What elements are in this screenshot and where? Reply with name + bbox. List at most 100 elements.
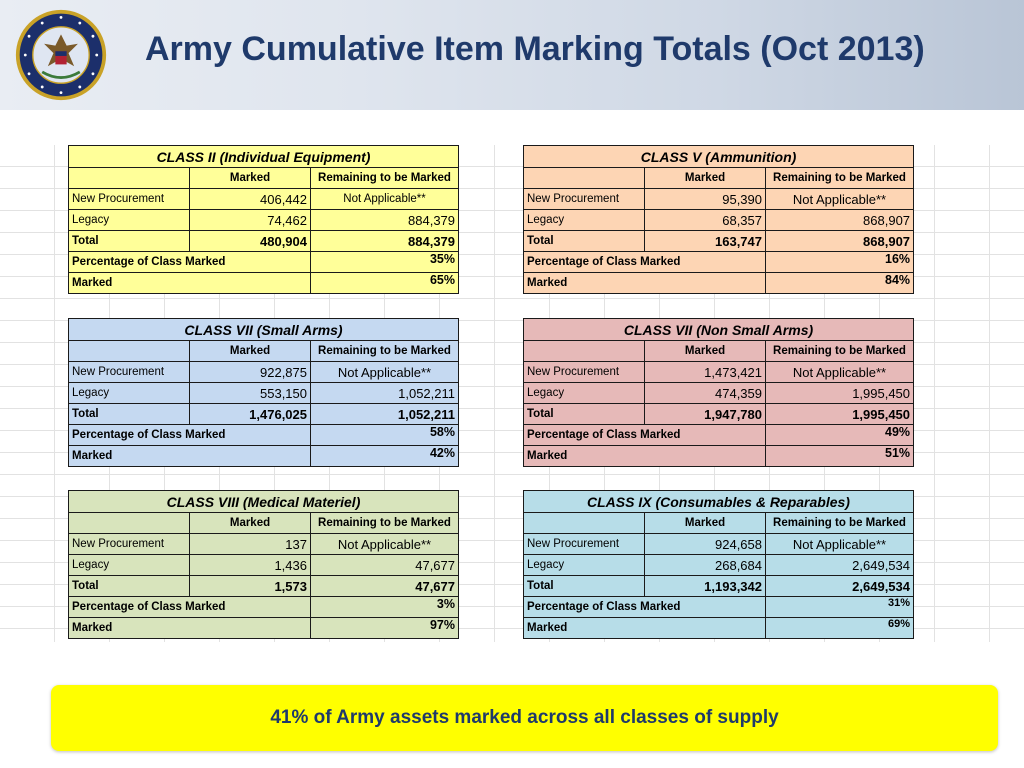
col-header-marked: Marked bbox=[644, 167, 766, 189]
summary-text: 41% of Army assets marked across all cla… bbox=[270, 707, 779, 728]
row-label-new-procurement: New Procurement bbox=[68, 533, 190, 555]
dod-seal-icon bbox=[15, 9, 107, 101]
legacy-marked-value: 474,359 bbox=[644, 382, 766, 404]
table-title: CLASS IX (Consumables & Reparables) bbox=[523, 490, 914, 513]
marked-percent-value: 69% bbox=[765, 617, 914, 639]
row-label-marked: Marked bbox=[523, 617, 766, 639]
legacy-marked-value: 268,684 bbox=[644, 554, 766, 576]
new-remaining-value: Not Applicable** bbox=[765, 533, 914, 555]
row-label-total: Total bbox=[523, 575, 645, 597]
row-label-marked: Marked bbox=[523, 272, 766, 294]
empty-cell bbox=[523, 512, 645, 534]
marked-percent-value: 84% bbox=[764, 272, 915, 294]
total-marked-value: 1,947,780 bbox=[644, 403, 766, 425]
row-label-marked: Marked bbox=[68, 272, 311, 294]
percentage-value: 31% bbox=[765, 596, 914, 618]
marked-percent-value: 65% bbox=[309, 272, 460, 294]
row-label-total: Total bbox=[523, 403, 645, 425]
percentage-value: 58% bbox=[310, 424, 459, 446]
legacy-remaining-value: 2,649,534 bbox=[765, 554, 914, 576]
row-label-legacy: Legacy bbox=[523, 382, 645, 404]
col-header-marked: Marked bbox=[644, 340, 766, 362]
summary-banner: 41% of Army assets marked across all cla… bbox=[51, 685, 998, 751]
marked-percent-value: 97% bbox=[310, 617, 459, 639]
percentage-value: 3% bbox=[310, 596, 459, 618]
row-label-percentage: Percentage of Class Marked bbox=[68, 251, 311, 273]
row-label-marked: Marked bbox=[523, 445, 766, 467]
legacy-marked-value: 74,462 bbox=[189, 209, 311, 231]
total-marked-value: 1,573 bbox=[189, 575, 311, 597]
row-label-total: Total bbox=[68, 403, 190, 425]
table-title: CLASS VII (Non Small Arms) bbox=[522, 318, 915, 341]
total-marked-value: 1,193,342 bbox=[644, 575, 766, 597]
row-label-percentage: Percentage of Class Marked bbox=[523, 596, 766, 618]
col-header-remaining: Remaining to be Marked bbox=[765, 512, 914, 534]
legacy-remaining-value: 868,907 bbox=[764, 209, 915, 231]
total-marked-value: 480,904 bbox=[189, 230, 311, 252]
row-label-new-procurement: New Procurement bbox=[523, 188, 645, 210]
row-label-total: Total bbox=[68, 230, 190, 252]
row-label-percentage: Percentage of Class Marked bbox=[523, 251, 766, 273]
row-label-legacy: Legacy bbox=[523, 554, 645, 576]
legacy-remaining-value: 47,677 bbox=[310, 554, 459, 576]
empty-cell bbox=[68, 167, 190, 189]
empty-cell bbox=[523, 167, 645, 189]
new-marked-value: 924,658 bbox=[644, 533, 766, 555]
row-label-marked: Marked bbox=[68, 617, 311, 639]
col-header-marked: Marked bbox=[644, 512, 766, 534]
total-remaining-value: 884,379 bbox=[309, 230, 460, 252]
new-marked-value: 406,442 bbox=[189, 188, 311, 210]
class-vii-small-arms-table: CLASS VII (Small Arms) Marked Remaining … bbox=[68, 318, 459, 467]
class-ii-table: CLASS II (Individual Equipment) Marked R… bbox=[67, 145, 460, 294]
col-header-remaining: Remaining to be Marked bbox=[310, 340, 459, 362]
row-label-legacy: Legacy bbox=[68, 209, 190, 231]
table-title: CLASS V (Ammunition) bbox=[522, 145, 915, 168]
marked-percent-value: 42% bbox=[310, 445, 459, 467]
row-label-legacy: Legacy bbox=[523, 209, 645, 231]
new-marked-value: 922,875 bbox=[189, 361, 311, 383]
table-title: CLASS VII (Small Arms) bbox=[68, 318, 459, 341]
new-marked-value: 137 bbox=[189, 533, 311, 555]
row-label-total: Total bbox=[523, 230, 645, 252]
col-header-remaining: Remaining to be Marked bbox=[309, 167, 460, 189]
col-header-remaining: Remaining to be Marked bbox=[310, 512, 459, 534]
header-bar: Army Cumulative Item Marking Totals (Oct… bbox=[0, 0, 1024, 110]
legacy-marked-value: 68,357 bbox=[644, 209, 766, 231]
row-label-percentage: Percentage of Class Marked bbox=[523, 424, 766, 446]
table-title: CLASS VIII (Medical Materiel) bbox=[68, 490, 459, 513]
new-remaining-value: Not Applicable** bbox=[310, 533, 459, 555]
row-label-new-procurement: New Procurement bbox=[523, 361, 645, 383]
total-remaining-value: 47,677 bbox=[310, 575, 459, 597]
row-label-percentage: Percentage of Class Marked bbox=[68, 596, 311, 618]
col-header-remaining: Remaining to be Marked bbox=[764, 167, 915, 189]
legacy-marked-value: 553,150 bbox=[189, 382, 311, 404]
col-header-marked: Marked bbox=[189, 340, 311, 362]
legacy-remaining-value: 884,379 bbox=[309, 209, 460, 231]
new-remaining-value: Not Applicable** bbox=[310, 361, 459, 383]
class-viii-table: CLASS VIII (Medical Materiel) Marked Rem… bbox=[68, 490, 459, 639]
table-title: CLASS II (Individual Equipment) bbox=[67, 145, 460, 168]
empty-cell bbox=[523, 340, 645, 362]
empty-cell bbox=[68, 512, 190, 534]
percentage-value: 49% bbox=[764, 424, 915, 446]
row-label-new-procurement: New Procurement bbox=[68, 361, 190, 383]
new-remaining-value: Not Applicable** bbox=[309, 188, 460, 210]
class-ix-table: CLASS IX (Consumables & Reparables) Mark… bbox=[523, 490, 914, 639]
new-marked-value: 95,390 bbox=[644, 188, 766, 210]
percentage-value: 35% bbox=[309, 251, 460, 273]
legacy-remaining-value: 1,995,450 bbox=[764, 382, 915, 404]
row-label-marked: Marked bbox=[68, 445, 311, 467]
col-header-remaining: Remaining to be Marked bbox=[764, 340, 915, 362]
row-label-new-procurement: New Procurement bbox=[68, 188, 190, 210]
total-marked-value: 1,476,025 bbox=[189, 403, 311, 425]
legacy-marked-value: 1,436 bbox=[189, 554, 311, 576]
new-remaining-value: Not Applicable** bbox=[764, 361, 915, 383]
percentage-value: 16% bbox=[764, 251, 915, 273]
total-marked-value: 163,747 bbox=[644, 230, 766, 252]
page-title: Army Cumulative Item Marking Totals (Oct… bbox=[145, 30, 925, 68]
marked-percent-value: 51% bbox=[764, 445, 915, 467]
row-label-legacy: Legacy bbox=[68, 382, 190, 404]
new-remaining-value: Not Applicable** bbox=[764, 188, 915, 210]
class-v-table: CLASS V (Ammunition) Marked Remaining to… bbox=[522, 145, 915, 294]
col-header-marked: Marked bbox=[189, 512, 311, 534]
